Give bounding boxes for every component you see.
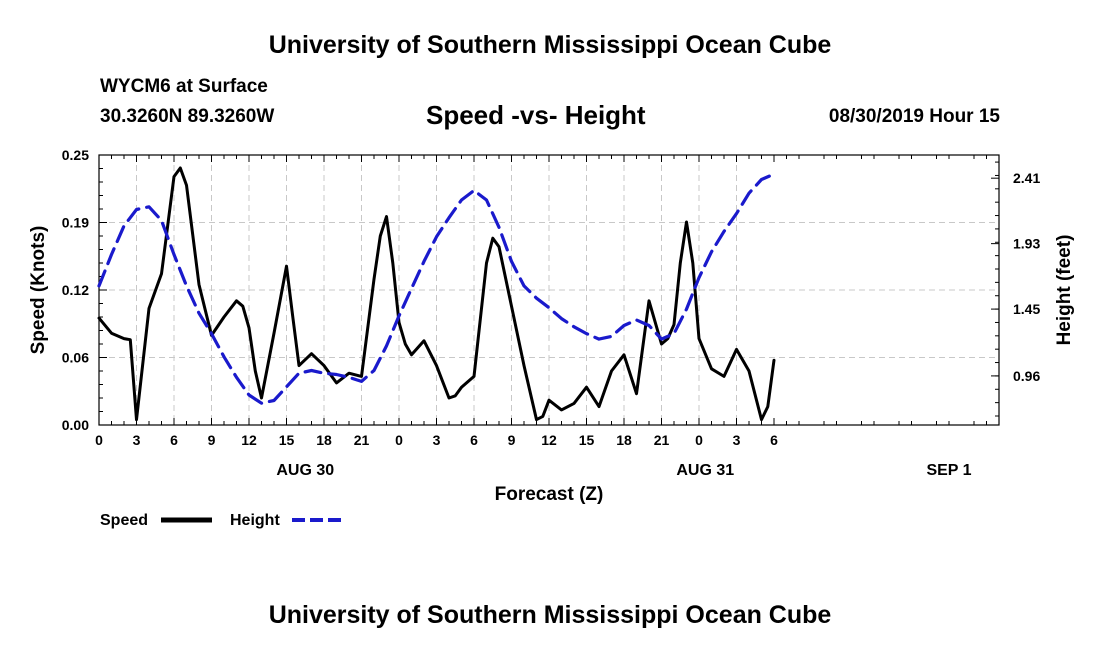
station-location: 30.3260N 89.3260W xyxy=(100,106,275,127)
x-axis-label: Forecast (Z) xyxy=(495,484,604,505)
x-tick-label: 18 xyxy=(616,432,632,448)
x-tick-label: 21 xyxy=(354,432,370,448)
y-axis-label: Speed (Knots) xyxy=(28,226,49,355)
y-tick-label: 0.25 xyxy=(62,147,89,163)
grid-lines xyxy=(99,155,999,425)
x-tick-label: 0 xyxy=(95,432,103,448)
x-tick-label: 12 xyxy=(241,432,257,448)
y2-tick-label: 1.45 xyxy=(1013,301,1040,317)
x-tick-label: 0 xyxy=(695,432,703,448)
y2-tick-label: 1.93 xyxy=(1013,236,1040,252)
x-tick-label: 6 xyxy=(770,432,778,448)
x-tick-label: 3 xyxy=(133,432,141,448)
x-tick-label: 9 xyxy=(208,432,216,448)
axis-tick-labels: 0 3 6 9 12 15 18 21 0 3 6 9 12 15 18 21 0 3 6 AUG 30 AUG 31 S… xyxy=(62,147,1041,479)
y-tick-label: 0.19 xyxy=(62,215,89,231)
legend-height-label: Height xyxy=(230,512,280,529)
y2-tick-label: 0.96 xyxy=(1013,368,1040,384)
y2-axis-label: Height (feet) xyxy=(1054,235,1075,346)
x-tick-label: 6 xyxy=(170,432,178,448)
speed-height-chart: 0 3 6 9 12 15 18 21 0 3 6 9 12 15 18 21 0 3 6 AUG 30 AUG 31 S… xyxy=(28,147,1075,529)
y-tick-label: 0.00 xyxy=(62,417,89,433)
chart-title: Speed -vs- Height xyxy=(426,100,646,130)
x-tick-label: 9 xyxy=(508,432,516,448)
run-time: 08/30/2019 Hour 15 xyxy=(828,106,1000,127)
legend-speed-label: Speed xyxy=(100,512,148,529)
y-tick-label: 0.06 xyxy=(62,350,89,366)
x-tick-label: 0 xyxy=(395,432,403,448)
x-tick-label: 6 xyxy=(470,432,478,448)
y-tick-label: 0.12 xyxy=(62,282,89,298)
height-series-line xyxy=(97,172,776,405)
date-label: AUG 31 xyxy=(676,462,734,479)
series-layer xyxy=(97,166,776,422)
date-label: AUG 30 xyxy=(276,462,334,479)
x-tick-label: 15 xyxy=(279,432,295,448)
station-name: WYCM6 at Surface xyxy=(100,76,268,97)
date-label: SEP 1 xyxy=(926,462,971,479)
x-tick-label: 18 xyxy=(316,432,332,448)
x-tick-label: 15 xyxy=(579,432,595,448)
axis-ticks xyxy=(98,154,999,426)
x-tick-label: 3 xyxy=(733,432,741,448)
speed-series-line xyxy=(97,166,776,422)
legend: Speed Height xyxy=(100,512,343,529)
x-tick-label: 3 xyxy=(433,432,441,448)
x-tick-label: 12 xyxy=(541,432,557,448)
x-tick-label: 21 xyxy=(654,432,670,448)
page-title-top: University of Southern Mississippi Ocean… xyxy=(268,31,832,59)
page-title-bottom: University of Southern Mississippi Ocean… xyxy=(268,601,832,629)
y2-tick-label: 2.41 xyxy=(1013,170,1040,186)
